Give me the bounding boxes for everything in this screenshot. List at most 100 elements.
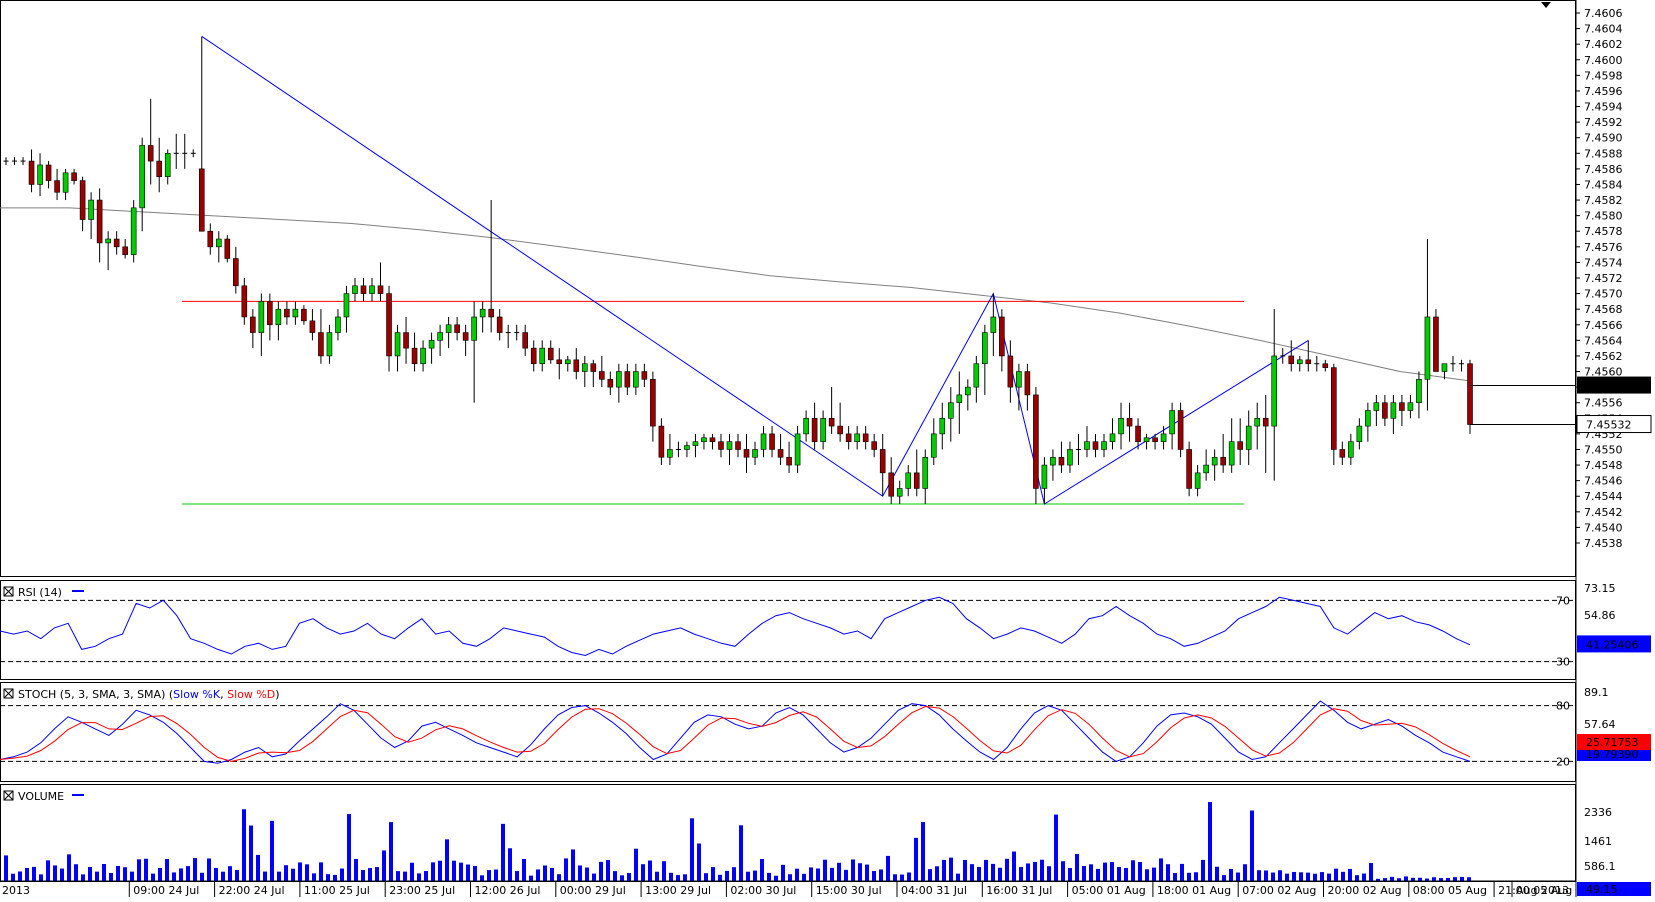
candle-down xyxy=(862,433,869,442)
volume-bar xyxy=(193,858,197,881)
time-tick-label: 02:00 30 Jul xyxy=(730,884,796,897)
volume-bar xyxy=(746,871,750,881)
candle-up xyxy=(1296,359,1303,365)
volume-bar xyxy=(487,870,491,881)
volume-bar xyxy=(151,873,155,881)
volume-bar xyxy=(4,855,8,881)
volume-bar xyxy=(683,874,687,881)
volume-close-icon-x2 xyxy=(3,790,14,801)
volume-bar xyxy=(1278,870,1282,881)
candle-down xyxy=(1322,363,1329,368)
candle-down xyxy=(556,359,563,365)
rsi-tick-label: 54.86 xyxy=(1584,609,1616,622)
candle-down xyxy=(301,308,307,322)
price-tick-label: 7.4584 xyxy=(1584,178,1623,191)
stoch-k-current-label: 19.79390 xyxy=(1586,748,1639,761)
volume-bar xyxy=(494,869,498,881)
volume-bar xyxy=(11,873,15,881)
volume-bar xyxy=(1222,875,1226,881)
volume-bar xyxy=(256,854,260,881)
stoch-d-current-box xyxy=(1577,734,1651,750)
volume-bar xyxy=(1327,873,1331,881)
candle-up xyxy=(726,441,733,450)
volume-bar xyxy=(935,866,939,881)
volume-bar xyxy=(1390,876,1394,881)
volume-bar xyxy=(417,873,421,881)
volume-bar xyxy=(760,859,764,881)
candle-down xyxy=(71,172,77,181)
stoch-title[interactable]: STOCH (5, 3, SMA, 3, SMA) (Slow %K, Slow… xyxy=(3,688,280,701)
candle-down xyxy=(607,379,614,388)
candle-up xyxy=(922,456,929,489)
volume-bar xyxy=(585,867,589,881)
volume-bar xyxy=(1250,810,1254,881)
candle-up xyxy=(394,332,401,357)
stoch-close-icon-x2 xyxy=(3,688,14,699)
volume-bar xyxy=(102,863,106,881)
candle-up xyxy=(105,238,111,244)
candle-down xyxy=(718,441,724,450)
price-tick-label: 7.4586 xyxy=(1584,163,1623,176)
candle-down xyxy=(1331,367,1337,450)
volume-bar xyxy=(186,866,190,881)
volume-bar xyxy=(620,875,624,881)
candle-up xyxy=(1390,402,1397,419)
volume-bar xyxy=(333,874,337,881)
volume-bar xyxy=(368,868,372,881)
candle-up xyxy=(369,285,375,294)
volume-bar xyxy=(977,867,981,881)
candle-down xyxy=(496,316,503,333)
rsi-title-text: RSI (14) xyxy=(18,586,62,599)
candle-up xyxy=(1169,410,1175,435)
candle-up xyxy=(752,449,758,458)
volume-bar xyxy=(53,865,57,881)
volume-bar xyxy=(655,871,659,881)
volume-bar xyxy=(88,867,92,881)
volume-bar xyxy=(802,873,806,881)
volume-bar xyxy=(39,874,43,881)
volume-bar xyxy=(816,868,820,881)
volume-bar xyxy=(676,875,680,881)
volume-bar xyxy=(1145,869,1149,881)
candle-down xyxy=(522,332,529,349)
price-tick-label: 7.4542 xyxy=(1584,506,1623,519)
candle-up xyxy=(88,199,94,220)
volume-bar xyxy=(480,875,484,881)
volume-bar xyxy=(123,867,127,881)
volume-title[interactable]: VOLUME xyxy=(3,790,84,803)
volume-bar xyxy=(837,862,841,881)
rsi-level-label: 70 xyxy=(1556,594,1570,607)
candle-up xyxy=(947,402,954,419)
menu-triangle-icon[interactable] xyxy=(1541,2,1551,8)
volume-bar xyxy=(669,872,673,881)
time-tick-label: 13:00 29 Jul xyxy=(645,884,711,897)
volume-bar xyxy=(46,860,50,881)
volume-layer xyxy=(4,802,1471,881)
candle-down xyxy=(879,449,886,474)
candle-down xyxy=(403,332,409,349)
volume-bar xyxy=(914,837,918,881)
time-tick-label: 00:00 29 Jul xyxy=(560,884,626,897)
volume-bar xyxy=(1229,868,1233,881)
volume-bar xyxy=(865,864,869,881)
rsi-title[interactable]: RSI (14) xyxy=(3,586,84,599)
price-tick-label: 7.4550 xyxy=(1584,443,1623,456)
volume-bar xyxy=(221,871,225,881)
candle-down xyxy=(1092,441,1099,450)
volume-bar xyxy=(326,874,330,881)
candle-up xyxy=(1101,441,1107,450)
price-tick-label: 7.4556 xyxy=(1584,397,1623,410)
volume-bar xyxy=(1082,866,1086,881)
volume-bar xyxy=(1467,877,1471,881)
volume-bar xyxy=(1138,862,1142,881)
candle-up xyxy=(956,394,963,404)
candle-down xyxy=(658,425,665,458)
time-tick-label: 09:00 24 Jul xyxy=(133,884,199,897)
volume-bar xyxy=(991,863,995,881)
volume-bar xyxy=(1061,861,1065,881)
volume-bar xyxy=(445,839,449,881)
candle-down xyxy=(1288,355,1295,365)
price-tick-label: 7.4560 xyxy=(1584,366,1623,379)
volume-bar xyxy=(1306,872,1310,881)
volume-bar xyxy=(1299,872,1303,881)
